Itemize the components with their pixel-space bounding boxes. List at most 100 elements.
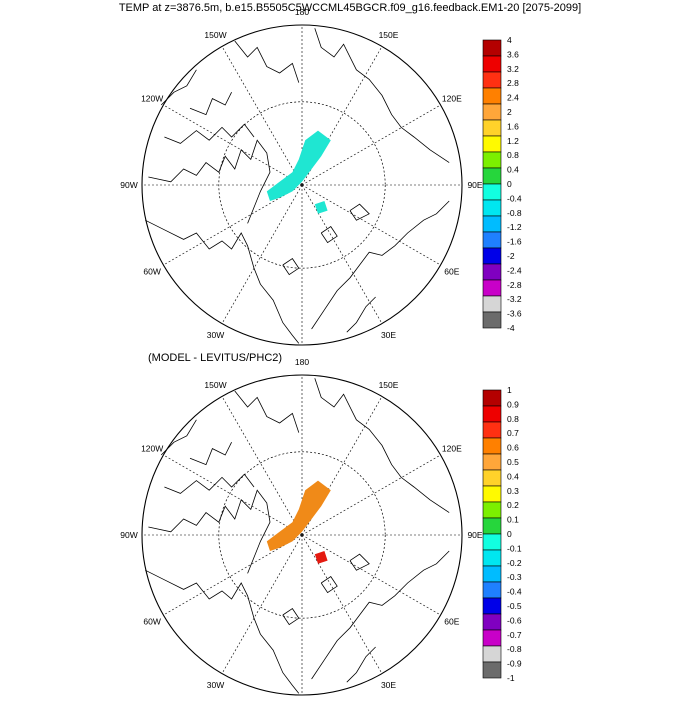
longitude-label: 60E xyxy=(444,267,459,277)
colorbar-swatch xyxy=(482,469,502,487)
coastline xyxy=(314,378,450,513)
colorbar-swatch xyxy=(482,55,502,73)
colorbar-label: 0.6 xyxy=(507,443,519,453)
map-frame: 180150E120E90E60E30E030W60W90W120W150W xyxy=(120,7,483,363)
longitude-label: 90W xyxy=(120,180,137,190)
meridian-line xyxy=(221,534,303,674)
colorbar-label: -2 xyxy=(507,251,515,261)
colorbar-swatch xyxy=(482,661,502,679)
coastline xyxy=(145,569,300,694)
longitude-label: 180 xyxy=(295,7,309,17)
meridian-line xyxy=(301,454,441,536)
colorbar-label: -2.8 xyxy=(507,280,522,290)
colorbar-label: -0.3 xyxy=(507,572,522,582)
longitude-label: 30E xyxy=(381,330,396,340)
colorbar-swatch xyxy=(482,71,502,89)
colorbar-label: 0.3 xyxy=(507,486,519,496)
anomaly-patch xyxy=(266,130,331,201)
colorbar-label: 1.2 xyxy=(507,136,519,146)
coastline xyxy=(148,489,271,574)
coastline xyxy=(320,576,338,594)
colorbar-label: 3.2 xyxy=(507,64,519,74)
coastline xyxy=(282,608,300,626)
map-panel-bottom: 180 150E 120E 90E 60E 30E 0 30W 60W 90W 120W 150W 1… xyxy=(0,350,700,705)
coastline xyxy=(164,123,255,144)
colorbar-swatch xyxy=(482,183,502,201)
latitude-circle xyxy=(218,451,386,619)
colorbar-label: 0.4 xyxy=(507,471,519,481)
longitude-label: 30E xyxy=(381,680,396,690)
coastline xyxy=(346,296,376,333)
colorbar-swatch xyxy=(482,613,502,631)
colorbar-label: 1 xyxy=(507,385,512,395)
colorbar-swatch xyxy=(482,549,502,567)
longitude-label: 120E xyxy=(442,94,462,104)
colorbar-label: -2.4 xyxy=(507,265,522,275)
colorbar-swatch xyxy=(482,103,502,121)
meridian-line xyxy=(301,396,383,536)
coastline xyxy=(160,69,197,106)
colorbar-swatch xyxy=(482,389,502,407)
longitude-label: 150E xyxy=(379,380,399,390)
colorbar-label: -1.6 xyxy=(507,237,522,247)
colorbar-swatch xyxy=(482,263,502,281)
colorbar-label: 0.7 xyxy=(507,428,519,438)
longitude-label: 90E xyxy=(467,530,482,540)
colorbar-swatch xyxy=(482,151,502,169)
colorbar-label: -0.5 xyxy=(507,601,522,611)
coastline xyxy=(314,28,450,163)
colorbar-label: -1.2 xyxy=(507,222,522,232)
longitude-label: 60E xyxy=(444,617,459,627)
longitude-label: 60W xyxy=(143,617,160,627)
colorbar-label: -0.8 xyxy=(507,208,522,218)
colorbar-label: 0.4 xyxy=(507,165,519,175)
panel-subtitle: (MODEL - LEVITUS/PHC2) xyxy=(148,352,283,364)
colorbar-label: 2.4 xyxy=(507,93,519,103)
meridian-line xyxy=(163,454,303,536)
meridian-line xyxy=(221,396,303,536)
polar-map-top: 180 150E 120E 90E 60E 30E 0 30W 60W 90W 120W 150W 4… xyxy=(120,7,522,363)
longitude-label: 150W xyxy=(204,380,226,390)
latitude-circle xyxy=(218,101,386,269)
colorbar-swatch xyxy=(482,311,502,329)
colorbar-label: 2 xyxy=(507,107,512,117)
colorbar-label: -4 xyxy=(507,323,515,333)
meridian-line xyxy=(163,184,303,266)
colorbar-swatch xyxy=(482,167,502,185)
colorbar-swatch xyxy=(482,517,502,535)
longitude-label: 90E xyxy=(467,180,482,190)
map-boundary xyxy=(141,24,463,346)
meridian-line xyxy=(301,184,441,266)
longitude-label: 120W xyxy=(141,94,163,104)
coastline xyxy=(160,419,197,456)
longitude-label: 30W xyxy=(207,330,224,340)
colorbar-label: 4 xyxy=(507,35,512,45)
colorbar-label: 0.8 xyxy=(507,150,519,160)
anomaly-patch-small xyxy=(314,201,328,214)
colorbar-swatch xyxy=(482,533,502,551)
colorbar-swatch xyxy=(482,437,502,455)
coastline xyxy=(189,92,232,116)
colorbar-swatch xyxy=(482,87,502,105)
coastline xyxy=(349,553,370,571)
meridian-line xyxy=(163,104,303,186)
colorbar-label: -3.2 xyxy=(507,294,522,304)
meridian-line xyxy=(163,534,303,616)
anomaly-patch-small xyxy=(314,551,328,564)
colorbar-label: -0.7 xyxy=(507,630,522,640)
colorbar-swatch xyxy=(482,421,502,439)
map-boundary xyxy=(141,374,463,696)
coastline xyxy=(234,40,300,83)
meridian-line xyxy=(301,104,441,186)
colorbar-label: -0.1 xyxy=(507,543,522,553)
longitude-label: 150W xyxy=(204,30,226,40)
colorbar-swatch xyxy=(482,39,502,57)
colorbar-label: 2.8 xyxy=(507,78,519,88)
colorbar-swatch xyxy=(482,645,502,663)
polar-map-bottom: 180 150E 120E 90E 60E 30E 0 30W 60W 90W 120W 150W 1… xyxy=(120,357,522,705)
colorbar-label: -0.2 xyxy=(507,558,522,568)
colorbar-swatch xyxy=(482,215,502,233)
colorbar-label: -0.4 xyxy=(507,587,522,597)
meridian-line xyxy=(301,184,383,324)
colorbar-swatch xyxy=(482,485,502,503)
